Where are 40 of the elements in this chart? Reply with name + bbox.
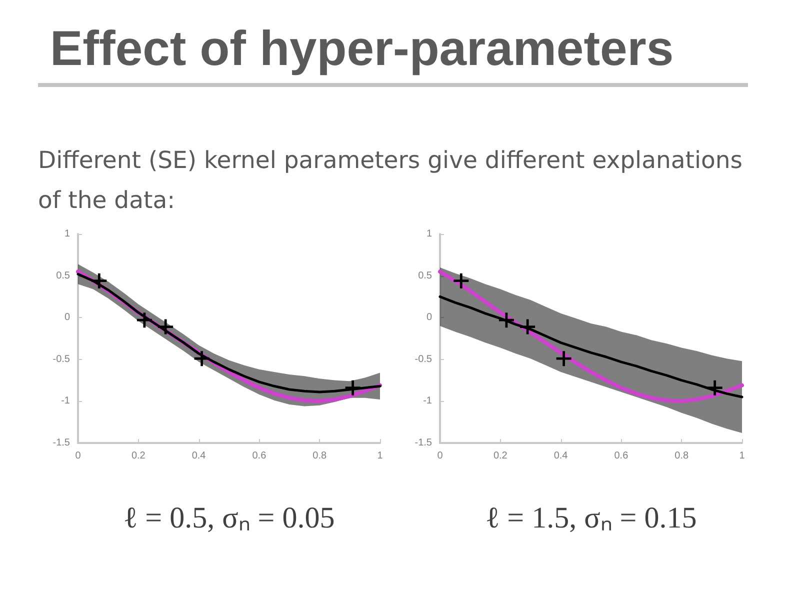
- x-tick-label: 0: [437, 450, 444, 462]
- y-tick-label: -1.5: [414, 438, 432, 448]
- point: [454, 273, 469, 288]
- line-series: [438, 270, 744, 404]
- chart-title: Effect of hyper-parameters: [50, 21, 674, 78]
- y-tick-label: -0.5: [414, 354, 432, 365]
- x-tick-label: 0.8: [312, 450, 327, 462]
- y-tick-label: 1: [426, 228, 432, 240]
- line-series: [438, 295, 744, 398]
- x-tick-label: 0.4: [192, 450, 206, 462]
- point: [556, 351, 572, 366]
- x-tick-label: 1: [377, 450, 384, 462]
- point: [520, 319, 536, 334]
- x-tick-label: 0.2: [493, 450, 508, 462]
- point: [136, 312, 152, 328]
- x-tick-label: 0.4: [554, 450, 568, 462]
- x-axis-title: ℓ = 0.5, σₙ = 0.05: [123, 502, 335, 534]
- x-tick-label: 1: [739, 450, 746, 462]
- x-tick-label: 0.2: [131, 450, 146, 462]
- x-tick-label: 0.6: [614, 450, 629, 462]
- y-tick-label: 0.5: [418, 270, 432, 282]
- point: [158, 319, 174, 334]
- x-tick-label: 0.8: [674, 450, 689, 462]
- point: [345, 380, 360, 396]
- y-tick-label: -1: [61, 396, 70, 407]
- y-tick-label: -0.5: [52, 354, 70, 365]
- point: [194, 351, 210, 366]
- point: [707, 380, 722, 396]
- x-tick-label: 0.6: [252, 450, 267, 462]
- point: [498, 312, 514, 328]
- x-tick-label: 0: [75, 450, 82, 462]
- point: [92, 273, 107, 288]
- y-tick-label: -1: [423, 396, 432, 407]
- x-axis-title: ℓ = 1.5, σₙ = 0.15: [485, 502, 697, 534]
- y-tick-label: 0.5: [56, 270, 70, 282]
- y-tick-label: 0: [426, 312, 432, 324]
- y-tick-label: 0: [64, 312, 70, 324]
- y-tick-label: 1: [64, 228, 70, 240]
- chart-subtitle: Different (SE) kernel parameters give different explanations of the data:: [38, 145, 744, 216]
- y-tick-label: -1.5: [52, 438, 70, 448]
